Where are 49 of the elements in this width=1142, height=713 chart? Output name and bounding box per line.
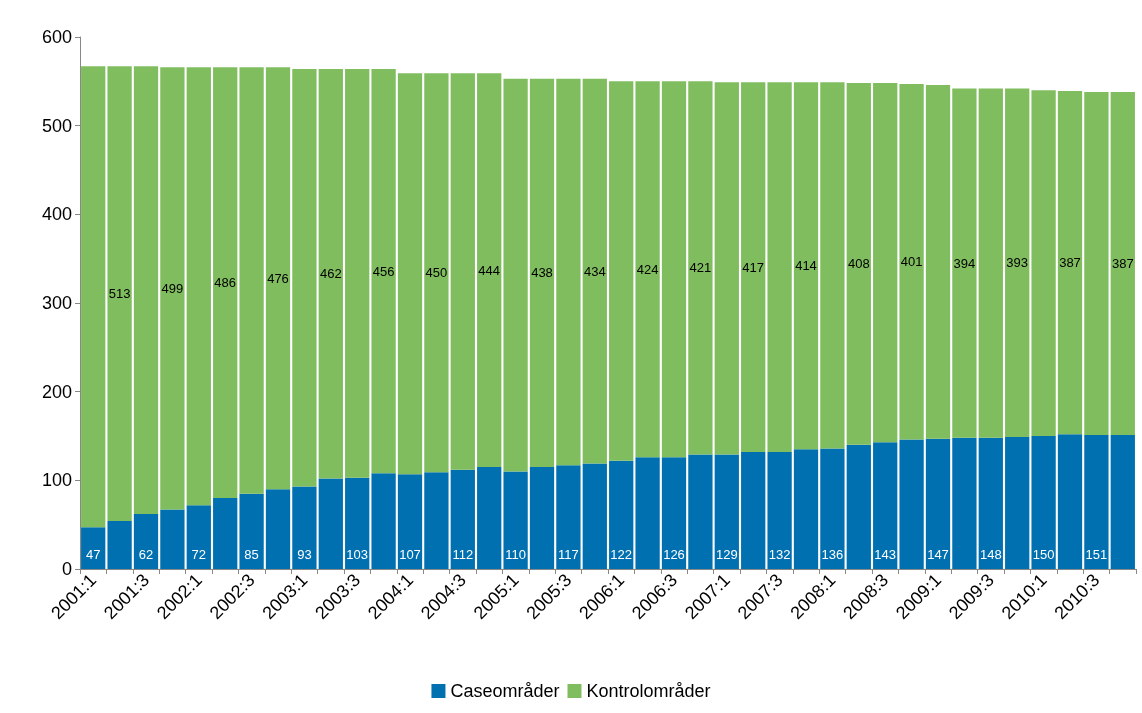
- data-label: 417: [742, 259, 765, 275]
- data-label: 129: [715, 547, 738, 562]
- data-label: 393: [1006, 255, 1029, 271]
- data-label: 126: [663, 547, 685, 562]
- data-label: 421: [689, 260, 712, 276]
- data-label: 107: [399, 547, 421, 562]
- data-label: 450: [425, 265, 448, 281]
- legend-label: Kontrolområder: [586, 681, 711, 701]
- y-tick-label: 0: [61, 559, 72, 579]
- data-label: 93: [297, 547, 312, 562]
- y-tick-label: 600: [41, 27, 72, 47]
- data-label: 513: [108, 286, 131, 302]
- data-label: 408: [847, 256, 870, 272]
- data-label: 112: [452, 547, 474, 562]
- data-label: 401: [900, 254, 923, 270]
- data-label: 387: [1111, 256, 1134, 272]
- data-label: 148: [979, 547, 1002, 562]
- data-label: 476: [267, 270, 289, 286]
- data-label: 132: [768, 547, 791, 562]
- legend-label: Caseområder: [450, 681, 560, 701]
- data-label: 486: [214, 275, 237, 291]
- data-label: 122: [610, 547, 633, 562]
- data-label: 47: [85, 547, 101, 562]
- data-label: 72: [191, 547, 207, 562]
- y-tick-label: 400: [41, 204, 72, 225]
- data-label: 117: [558, 547, 579, 562]
- y-tick-label: 500: [41, 115, 72, 136]
- data-label: 147: [927, 547, 949, 562]
- y-tick-label: 300: [41, 293, 72, 313]
- y-tick-label: 100: [41, 470, 72, 491]
- data-label: 424: [636, 261, 659, 277]
- data-label: 444: [478, 262, 501, 278]
- y-tick-label: 200: [41, 381, 72, 402]
- data-label: 151: [1085, 547, 1108, 562]
- data-label: 136: [821, 547, 844, 562]
- data-label: 110: [505, 547, 526, 562]
- data-label: 62: [138, 547, 154, 562]
- data-label: 456: [372, 263, 395, 279]
- data-label: 434: [583, 263, 606, 279]
- data-label: 143: [874, 547, 897, 562]
- data-label: 462: [319, 266, 342, 282]
- data-label: 438: [531, 265, 553, 281]
- data-label: 85: [244, 547, 259, 562]
- data-label: 387: [1059, 255, 1081, 271]
- data-label: 103: [346, 547, 369, 562]
- data-label: 394: [953, 255, 976, 271]
- data-label: 414: [795, 258, 817, 274]
- data-label: 499: [161, 280, 184, 296]
- data-label: 150: [1032, 547, 1055, 562]
